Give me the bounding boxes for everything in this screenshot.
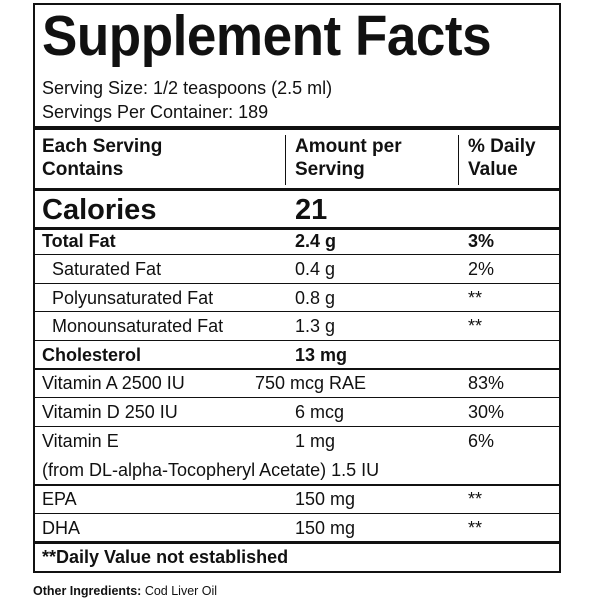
nutrient-amount: 1 mg <box>295 431 336 451</box>
nutrient-amount: 0.8 g <box>295 288 336 308</box>
nutrient-dv: 2% <box>468 259 495 279</box>
column-divider <box>285 135 286 185</box>
nutrient-label: Vitamin A 2500 IU <box>42 373 185 393</box>
other-ingredients-label: Other Ingredients: <box>33 584 142 598</box>
nutrient-dv: 30% <box>468 402 505 422</box>
rule <box>35 426 559 427</box>
nutrient-dv: ** <box>468 489 483 509</box>
rule <box>35 126 559 130</box>
label-box <box>33 3 561 573</box>
rule <box>35 188 559 191</box>
nutrient-amount: 0.4 g <box>295 259 336 279</box>
rule <box>35 311 559 312</box>
nutrient-amount: 2.4 g <box>295 231 337 251</box>
nutrient-label: EPA <box>42 489 77 509</box>
header-contains: Contains <box>42 159 124 180</box>
other-ingredients-value: Cod Liver Oil <box>144 584 218 598</box>
calories-amount: 21 <box>295 194 328 226</box>
nutrient-amount: 13 mg <box>295 345 348 365</box>
nutrient-dv: ** <box>468 316 483 336</box>
rule <box>35 283 559 284</box>
header-dv: % Daily <box>468 136 536 157</box>
nutrient-amount: 750 mcg RAE <box>255 373 367 393</box>
servings-per-container: Servings Per Container: 189 <box>42 102 269 122</box>
nutrient-label: Monounsaturated Fat <box>52 316 224 336</box>
rule <box>35 484 559 486</box>
nutrient-label: Total Fat <box>42 231 116 251</box>
serving-size: Serving Size: 1/2 teaspoons (2.5 ml) <box>42 78 333 98</box>
nutrient-label: DHA <box>42 518 81 538</box>
rule <box>35 254 559 255</box>
rule <box>35 340 559 341</box>
rule <box>35 227 559 230</box>
title: Supplement Facts <box>42 4 492 68</box>
nutrient-amount: 150 mg <box>295 489 356 509</box>
nutrient-label: Vitamin E <box>42 431 119 451</box>
nutrient-dv: 83% <box>468 373 505 393</box>
other-ingredients: Other Ingredients: Cod Liver Oil <box>33 585 217 598</box>
rule <box>35 541 559 544</box>
header-amount: Amount per <box>295 136 402 157</box>
nutrient-amount: 150 mg <box>295 518 356 538</box>
nutrient-label: Vitamin D 250 IU <box>42 402 178 422</box>
rule <box>35 368 559 370</box>
nutrient-label: Saturated Fat <box>52 259 162 279</box>
calories-label: Calories <box>42 194 157 226</box>
nutrient-amount: 6 mcg <box>295 402 345 422</box>
header-dv: Value <box>468 159 518 180</box>
header-amount: Serving <box>295 159 365 180</box>
header-contains: Each Serving <box>42 136 163 157</box>
nutrient-dv: 3% <box>468 231 495 251</box>
rule <box>35 513 559 514</box>
nutrient-dv: ** <box>468 518 483 538</box>
nutrient-label: Cholesterol <box>42 345 142 365</box>
nutrient-dv: ** <box>468 288 483 308</box>
nutrient-amount: 1.3 g <box>295 316 336 336</box>
column-divider <box>458 135 459 185</box>
vitamin-e-note: (from DL-alpha-Tocopheryl Acetate) 1.5 I… <box>42 460 380 480</box>
rule <box>35 397 559 398</box>
nutrient-label: Polyunsaturated Fat <box>52 288 214 308</box>
footnote: **Daily Value not established <box>42 547 289 567</box>
nutrient-dv: 6% <box>468 431 495 451</box>
